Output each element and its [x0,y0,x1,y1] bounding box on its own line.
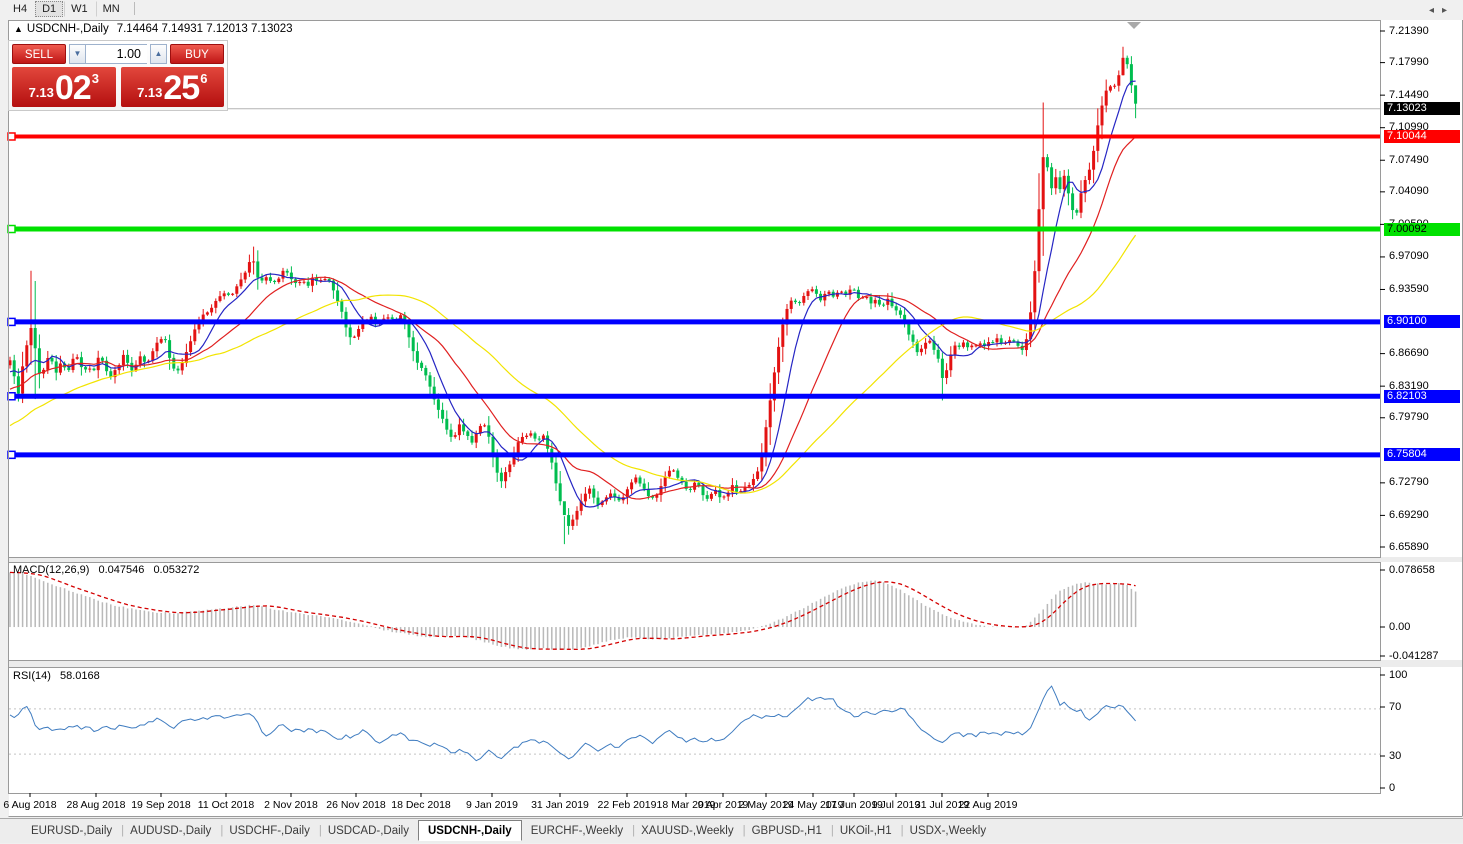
sell-price-box[interactable]: 7.13 02 3 [12,67,116,107]
price-tick-label: 6.86690 [1389,347,1429,360]
indicator-tick-label: 30 [1389,749,1402,762]
tab-xauusd-weekly[interactable]: XAUUSD-,Weekly [632,822,746,840]
date-label: 22 Aug 2019 [958,799,1018,811]
one-click-trading-panel: SELL ▼ 1.00 ▲ BUY 7.13 02 3 7.13 25 6 [8,40,228,111]
tab-usdx-weekly[interactable]: USDX-,Weekly [909,825,987,837]
date-label: 31 Jan 2019 [531,799,589,811]
date-label: 24 May 2019 [782,799,844,811]
macd-name: MACD(12,26,9) [13,564,90,576]
date-label: 9 Apr 2019 [697,799,749,811]
price-tick-label: 6.79790 [1389,411,1429,424]
date-label: 11 Oct 2018 [197,799,255,811]
ma-fast-line [9,80,1136,508]
toolbar-separator [133,2,135,15]
tab-audusd-daily[interactable]: AUDUSD-,Daily [121,822,223,840]
buy-price-pip: 6 [200,71,208,86]
rsi-name: RSI(14) [13,670,51,682]
ma-mid-line [9,136,1137,500]
indicator-tick-label: 0.00 [1389,620,1411,633]
timeframe-button-mn[interactable]: MN [95,0,127,17]
date-label: 9 Jan 2019 [466,799,518,811]
sell-price-prefix: 7.13 [28,85,54,100]
buy-button[interactable]: BUY [170,44,224,64]
macd-header: MACD(12,26,9) 0.047546 0.053272 [13,564,199,576]
date-label: 22 Feb 2019 [597,799,657,811]
macd-layer [9,572,1137,650]
symbol-title: USDCNH-,Daily [26,23,109,35]
price-tick-label: 6.69290 [1389,508,1429,521]
timeframe-toolbar: H4 D1 W1 MN [0,0,1463,17]
tab-eurchf-weekly[interactable]: EURCHF-,Weekly [522,822,636,840]
price-level-badge: 7.00092 [1384,222,1460,236]
scroll-to-end-icon[interactable] [1127,22,1141,29]
timeframe-button-w1[interactable]: W1 [64,0,95,17]
tab-usdchf-daily[interactable]: USDCHF-,Daily [220,822,321,840]
indicator-tick-label: 100 [1389,668,1408,681]
buy-price-big: 25 [163,69,200,107]
tab-gbpusd-h1[interactable]: GBPUSD-,H1 [743,822,835,840]
macd-signal-line [9,571,1136,651]
price-level-badge: 6.75804 [1384,448,1460,462]
date-label: 31 Jul 2019 [914,799,970,811]
date-label: 2 Nov 2018 [264,799,318,811]
price-tick-label: 6.65890 [1389,540,1429,553]
tab-usdcad-daily[interactable]: USDCAD-,Daily [319,822,421,840]
price-level-badge: 7.13023 [1384,102,1460,116]
price-axis[interactable]: 7.21390 7.17990 7.14490 7.10990 7.07490 7.040… [1381,17,1463,797]
price-tick-label: 7.17990 [1389,56,1429,69]
price-tick-label: 6.97090 [1389,250,1429,263]
timeframe-button-h4[interactable]: H4 [13,2,28,15]
timeframe-button-d1[interactable]: D1 [35,0,64,17]
sell-price-big: 02 [54,69,92,107]
tab-scroll-left-icon[interactable]: ◂ [1428,5,1442,16]
date-label: 28 Aug 2018 [66,799,126,811]
chart-canvas[interactable] [0,0,1463,818]
sell-button[interactable]: SELL [12,44,66,64]
price-tick-label: 7.14490 [1389,88,1429,101]
macd-value: 0.047546 [98,564,145,576]
rsi-header: RSI(14) 58.0168 [13,670,100,682]
rsi-line [9,685,1136,762]
date-label: 2 May 2019 [738,799,794,811]
indicator-tick-label: 0 [1389,781,1396,794]
date-label: 19 Sep 2018 [131,799,191,811]
volume-decrease-icon[interactable]: ▼ [69,44,86,64]
tab-usdcnh-daily[interactable]: USDCNH-,Daily [417,819,522,841]
tab-ukoil-h1[interactable]: UKOil-,H1 [831,822,904,840]
chart-legend: ▲ USDCNH-,Daily 7.14464 7.14931 7.12013 7.… [14,23,293,35]
price-tick-label: 6.83190 [1389,379,1429,392]
date-label: 18 Mar 2019 [656,799,716,811]
indicator-tick-label: 70 [1389,700,1402,713]
buy-price-prefix: 7.13 [137,85,163,100]
price-tick-label: 7.07490 [1389,153,1429,166]
tab-scroll-arrows: ◂▸ [1429,5,1455,16]
chart-tab-bar: EURUSD-,DailyAUDUSD-,DailyUSDCHF-,DailyU… [0,818,1463,843]
sell-price-pip: 3 [91,71,99,86]
price-tick-label: 6.72790 [1389,476,1429,489]
price-level-badge: 6.82103 [1384,389,1460,403]
rsi-value: 58.0168 [59,670,100,682]
direction-up-icon: ▲ [14,24,23,34]
volume-input[interactable]: 1.00 [86,44,147,64]
date-label: 26 Nov 2018 [326,799,386,811]
buy-price-box[interactable]: 7.13 25 6 [120,67,224,107]
price-tick-label: 6.93590 [1389,282,1429,295]
indicator-tick-label: -0.041287 [1389,649,1439,662]
price-tick-label: 7.04090 [1389,185,1429,198]
indicator-tick-label: 0.078658 [1389,563,1435,576]
date-axis[interactable]: 6 Aug 2018 28 Aug 2018 19 Sep 2018 11 Oct 2… [0,797,1463,815]
price-level-badge: 6.90100 [1384,315,1460,329]
tab-scroll-right-icon[interactable]: ▸ [1441,5,1455,16]
ohlc-values: 7.14464 7.14931 7.12013 7.13023 [116,23,293,35]
price-tick-label: 7.21390 [1389,24,1429,37]
date-label: 6 Aug 2018 [3,799,57,811]
date-label: 17 Jun 2019 [825,799,883,811]
volume-increase-icon[interactable]: ▲ [150,44,167,64]
price-level-badge: 7.10044 [1384,129,1460,143]
date-label: 9 Jul 2019 [871,799,921,811]
tab-eurusd-daily[interactable]: EURUSD-,Daily [22,822,124,840]
date-label: 18 Dec 2018 [391,799,451,811]
macd-signal-value: 0.053272 [153,564,200,576]
